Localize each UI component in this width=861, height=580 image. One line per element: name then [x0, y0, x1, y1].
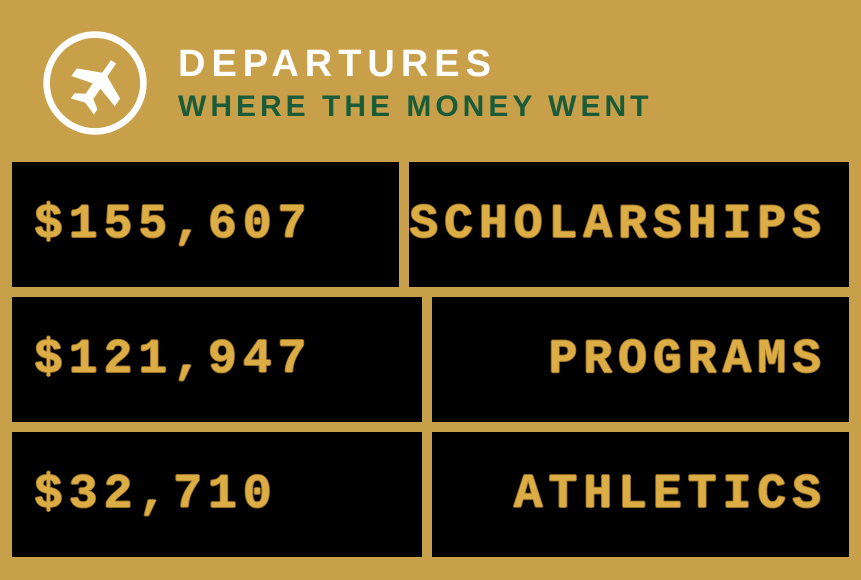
departures-plane-icon: [40, 28, 150, 138]
title-main: DEPARTURES: [178, 43, 652, 86]
amount-cell: $155,607: [12, 162, 399, 287]
label-cell: ATHLETICS: [432, 432, 849, 557]
label-cell: SCHOLARSHIPS: [409, 162, 849, 287]
title-sub: WHERE THE MONEY WENT: [178, 90, 652, 124]
label-cell: PROGRAMS: [432, 297, 849, 422]
board-row: $121,947 PROGRAMS: [12, 297, 849, 422]
amount-cell: $32,710: [12, 432, 422, 557]
board-row: $155,607 SCHOLARSHIPS: [12, 162, 849, 287]
board-row: $32,710 ATHLETICS: [12, 432, 849, 557]
header: DEPARTURES WHERE THE MONEY WENT: [0, 0, 861, 162]
departure-board: $155,607 SCHOLARSHIPS $121,947 PROGRAMS …: [0, 162, 861, 579]
amount-cell: $121,947: [12, 297, 422, 422]
header-titles: DEPARTURES WHERE THE MONEY WENT: [178, 43, 652, 124]
